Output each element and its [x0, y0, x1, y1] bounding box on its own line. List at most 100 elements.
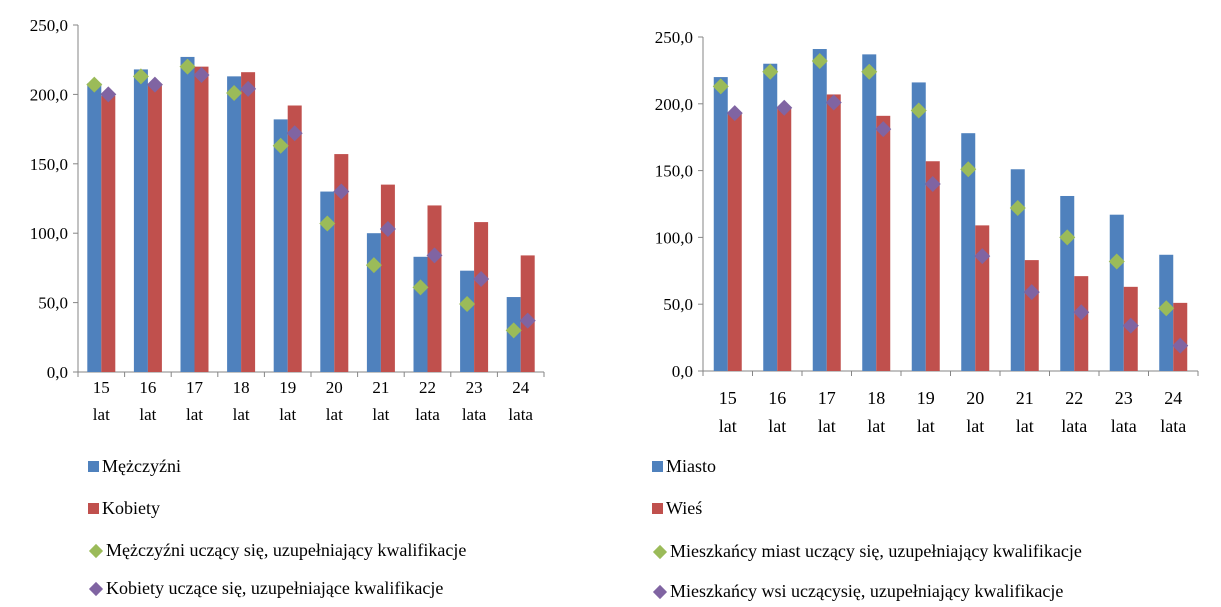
- c1-marker-a: [505, 322, 522, 339]
- c1-y-tick-label: 50,0: [38, 294, 68, 313]
- c2-x-tick-label: lat: [719, 416, 737, 436]
- legend-item-women-learning: Kobiety uczące się, uzupełniające kwalif…: [88, 578, 443, 599]
- c2-x-tick-label: lat: [818, 416, 836, 436]
- c2-bar-a: [1109, 214, 1124, 371]
- legend-label-men: Mężczyźni: [102, 456, 181, 476]
- c2-y-tick-label: 50,0: [663, 295, 693, 314]
- legend-label-village: Wieś: [666, 498, 703, 518]
- c1-x-tick-label: 17: [186, 378, 204, 397]
- c1-x-tick-label: 18: [233, 378, 250, 397]
- c2-bar-a: [961, 133, 976, 371]
- c2-marker-b: [875, 121, 892, 138]
- c2-bar-b: [925, 161, 940, 371]
- c2-x-tick-label: 18: [867, 388, 885, 408]
- legend-diamond-men-learning: [88, 543, 104, 558]
- c2-y-tick-label: 0,0: [672, 362, 693, 381]
- c1-bar-b: [287, 105, 302, 372]
- c1-x-tick-label: 22: [419, 378, 436, 397]
- c2-x-tick-label: lat: [768, 416, 786, 436]
- c2-marker-a: [1059, 229, 1076, 246]
- c1-x-tick-label: lat: [279, 405, 296, 424]
- legend-swatch-men: [88, 461, 99, 472]
- c2-marker-a: [910, 102, 927, 119]
- c1-y-tick-label: 250,0: [30, 16, 68, 35]
- c2-bar-b: [876, 115, 891, 371]
- c2-x-tick-label: lat: [867, 416, 885, 436]
- c2-marker-a: [1009, 200, 1026, 217]
- legend-label-village-learning: Mieszkańcy wsi uczącysię, uzupełniający …: [670, 581, 1064, 601]
- c2-x-tick-label: 16: [768, 388, 786, 408]
- c1-x-tick-label: 21: [372, 378, 389, 397]
- c2-bar-b: [1173, 302, 1188, 371]
- legend-item-men: Mężczyźni: [88, 456, 181, 477]
- c2-x-tick-label: 19: [917, 388, 935, 408]
- c1-bar-b: [380, 184, 395, 372]
- c1-bar-a: [320, 191, 335, 372]
- legend-label-city-learning: Mieszkańcy miast uczący się, uzupełniają…: [670, 541, 1082, 561]
- c1-x-tick-label: lat: [186, 405, 203, 424]
- c1-y-tick-label: 150,0: [30, 155, 68, 174]
- c1-marker-a: [412, 279, 429, 296]
- c1-marker-a: [319, 215, 336, 232]
- c2-marker-a: [1108, 253, 1125, 270]
- c2-bar-b: [727, 113, 742, 371]
- legend-swatch-women: [88, 503, 99, 514]
- c2-marker-a: [861, 63, 878, 80]
- c1-x-tick-label: 23: [466, 378, 483, 397]
- c1-bar-a: [273, 119, 288, 372]
- c1-marker-a: [272, 137, 289, 154]
- c1-marker-b: [333, 183, 350, 200]
- c1-y-tick-label: 0,0: [47, 363, 68, 382]
- c2-marker-b: [1073, 304, 1090, 321]
- c1-bar-a: [460, 270, 475, 372]
- legend-label-men-learning: Mężczyźni uczący się, uzupełniający kwal…: [106, 540, 467, 560]
- c1-x-tick-label: lat: [372, 405, 389, 424]
- c2-marker-b: [726, 105, 743, 122]
- c1-marker-b: [519, 312, 536, 329]
- c2-marker-b: [776, 99, 793, 116]
- c2-bar-a: [1010, 169, 1025, 371]
- legend-item-city: Miasto: [652, 456, 716, 477]
- c1-marker-a: [132, 68, 149, 85]
- c2-bar-b: [777, 107, 792, 372]
- c1-bar-a: [366, 233, 381, 372]
- c2-x-tick-label: lat: [917, 416, 935, 436]
- legend-label-women: Kobiety: [102, 498, 160, 518]
- c1-y-tick-label: 200,0: [30, 85, 68, 104]
- c1-marker-a: [226, 85, 243, 102]
- c2-marker-b: [1122, 317, 1139, 334]
- c2-bar-b: [826, 94, 841, 371]
- legend-swatch-city: [652, 461, 663, 472]
- c2-x-tick-label: lat: [966, 416, 984, 436]
- c2-bar-a: [862, 54, 877, 371]
- c2-y-tick-label: 250,0: [655, 28, 693, 47]
- legend-item-city-learning: Mieszkańcy miast uczący się, uzupełniają…: [652, 541, 1082, 562]
- c1-marker-b: [473, 271, 490, 288]
- c1-marker-b: [286, 125, 303, 142]
- legend-diamond-city-learning: [652, 544, 668, 559]
- c1-x-tick-label: lat: [326, 405, 343, 424]
- c2-marker-a: [712, 78, 729, 95]
- c2-x-tick-label: lata: [1061, 416, 1087, 436]
- c2-y-tick-label: 200,0: [655, 95, 693, 114]
- c1-bar-b: [474, 222, 489, 372]
- c1-marker-b: [193, 66, 210, 83]
- legend-item-village-learning: Mieszkańcy wsi uczącysię, uzupełniający …: [652, 581, 1063, 602]
- c2-bar-b: [1024, 260, 1039, 371]
- c1-marker-a: [459, 295, 476, 312]
- c1-bar-b: [194, 66, 209, 372]
- c1-marker-a: [365, 257, 382, 274]
- c2-x-tick-label: 20: [966, 388, 984, 408]
- legend-diamond-women-learning: [88, 581, 104, 596]
- c2-marker-b: [825, 94, 842, 111]
- legend-item-women: Kobiety: [88, 498, 160, 519]
- c1-bar-a: [180, 56, 195, 372]
- c1-x-tick-label: lata: [462, 405, 487, 424]
- legend-item-men-learning: Mężczyźni uczący się, uzupełniający kwal…: [88, 540, 466, 561]
- c1-bar-b: [101, 95, 116, 373]
- c2-x-tick-label: 23: [1115, 388, 1133, 408]
- c2-bar-b: [1074, 276, 1089, 371]
- c2-marker-a: [811, 53, 828, 70]
- c2-x-tick-label: 17: [818, 388, 836, 408]
